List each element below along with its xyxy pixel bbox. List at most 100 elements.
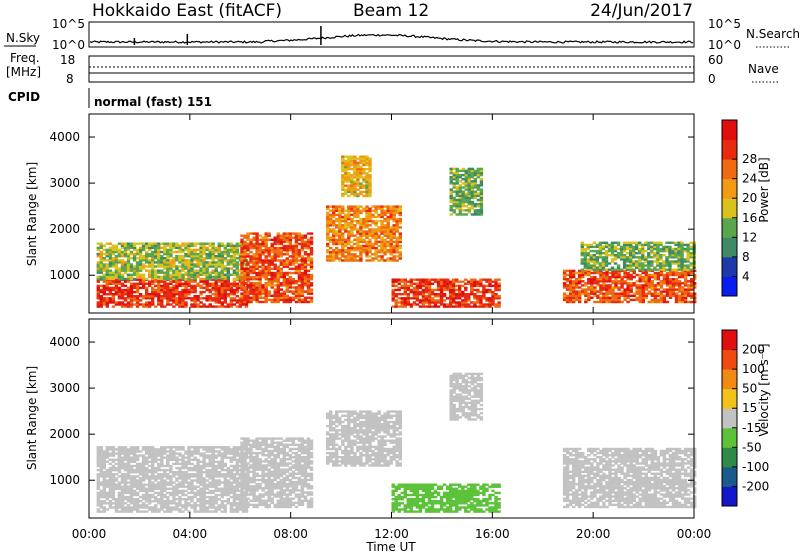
heatmap-cell	[365, 187, 368, 189]
heatmap-cell	[292, 257, 295, 259]
heatmap-cell	[681, 293, 684, 295]
heatmap-cell	[97, 301, 100, 303]
heatmap-cell	[172, 245, 175, 247]
heatmap-cell	[160, 305, 163, 307]
heatmap-cell	[602, 246, 605, 248]
heatmap-cell	[407, 289, 410, 291]
heatmap-cell	[465, 172, 468, 174]
heatmap-cell	[142, 247, 145, 249]
heatmap-cell	[127, 481, 130, 483]
heatmap-cell	[494, 305, 497, 307]
heatmap-cell	[139, 283, 142, 285]
heatmap-cell	[596, 250, 599, 252]
heatmap-cell	[686, 256, 689, 258]
heatmap-cell	[690, 272, 693, 274]
heatmap-cell	[404, 301, 407, 303]
heatmap-cell	[236, 270, 239, 272]
heatmap-cell	[97, 475, 100, 477]
heatmap-cell	[142, 295, 145, 297]
heatmap-cell	[359, 230, 362, 232]
heatmap-cell	[215, 274, 218, 276]
heatmap-cell	[172, 502, 175, 504]
heatmap-cell	[246, 276, 249, 278]
heatmap-cell	[599, 293, 602, 295]
heatmap-cell	[617, 276, 620, 278]
heatmap-cell	[344, 189, 347, 191]
heatmap-cell	[347, 160, 350, 162]
heatmap-cell	[133, 504, 136, 506]
heatmap-cell	[268, 295, 271, 297]
heatmap-cell	[243, 257, 246, 259]
heatmap-cell	[286, 299, 289, 301]
heatmap-cell	[347, 230, 350, 232]
heatmap-cell	[160, 457, 163, 459]
heatmap-cell	[283, 249, 286, 251]
heatmap-cell	[109, 452, 112, 454]
heatmap-cell	[602, 276, 605, 278]
heatmap-cell	[255, 235, 258, 237]
heatmap-cell	[677, 252, 680, 254]
heatmap-cell	[249, 251, 252, 253]
heatmap-cell	[240, 301, 243, 303]
heatmap-cell	[172, 261, 175, 263]
heatmap-cell	[298, 288, 301, 290]
heatmap-cell	[672, 272, 675, 274]
heatmap-cell	[286, 247, 289, 249]
heatmap-cell	[461, 293, 464, 295]
range-tick-label: 2000	[49, 222, 80, 236]
heatmap-cell	[614, 286, 617, 288]
heatmap-cell	[332, 255, 335, 257]
heatmap-cell	[136, 467, 139, 469]
heatmap-cell	[332, 253, 335, 255]
heatmap-cell	[298, 286, 301, 288]
heatmap-cell	[338, 216, 341, 218]
heatmap-cell	[157, 459, 160, 461]
heatmap-cell	[387, 224, 390, 226]
heatmap-cell	[644, 269, 647, 271]
heatmap-cell	[181, 454, 184, 456]
heatmap-cell	[675, 278, 678, 280]
heatmap-cell	[157, 247, 160, 249]
heatmap-cell	[280, 239, 283, 241]
heatmap-cell	[635, 256, 638, 258]
heatmap-cell	[390, 230, 393, 232]
heatmap-cell	[677, 244, 680, 246]
heatmap-cell	[464, 297, 467, 299]
heatmap-cell	[190, 253, 193, 255]
heatmap-cell	[139, 500, 142, 502]
heatmap-cell	[187, 452, 190, 454]
heatmap-cell	[118, 506, 121, 508]
heatmap-cell	[184, 289, 187, 291]
heatmap-cell	[362, 176, 365, 178]
heatmap-cell	[187, 504, 190, 506]
heatmap-cell	[286, 272, 289, 274]
heatmap-cell	[178, 276, 181, 278]
heatmap-cell	[187, 496, 190, 498]
heatmap-cell	[169, 274, 172, 276]
heatmap-cell	[437, 279, 440, 281]
heatmap-cell	[221, 253, 224, 255]
heatmap-cell	[124, 261, 127, 263]
heatmap-cell	[298, 264, 301, 266]
heatmap-cell	[671, 250, 674, 252]
heatmap-cell	[350, 193, 353, 195]
heatmap-cell	[497, 305, 500, 307]
heatmap-cell	[681, 288, 684, 290]
heatmap-cell	[258, 293, 261, 295]
heatmap-cell	[332, 257, 335, 259]
heatmap-cell	[280, 253, 283, 255]
heatmap-cell	[261, 249, 264, 251]
heatmap-cell	[647, 260, 650, 262]
heatmap-cell	[274, 295, 277, 297]
heatmap-cell	[181, 301, 184, 303]
heatmap-cell	[209, 303, 212, 305]
heatmap-cell	[97, 255, 100, 257]
heatmap-cell	[115, 510, 118, 512]
heatmap-cell	[233, 293, 236, 295]
heatmap-cell	[268, 239, 271, 241]
heatmap-cell	[118, 446, 121, 448]
heatmap-cell	[109, 471, 112, 473]
heatmap-cell	[584, 282, 587, 284]
heatmap-cell	[136, 285, 139, 287]
heatmap-cell	[106, 475, 109, 477]
